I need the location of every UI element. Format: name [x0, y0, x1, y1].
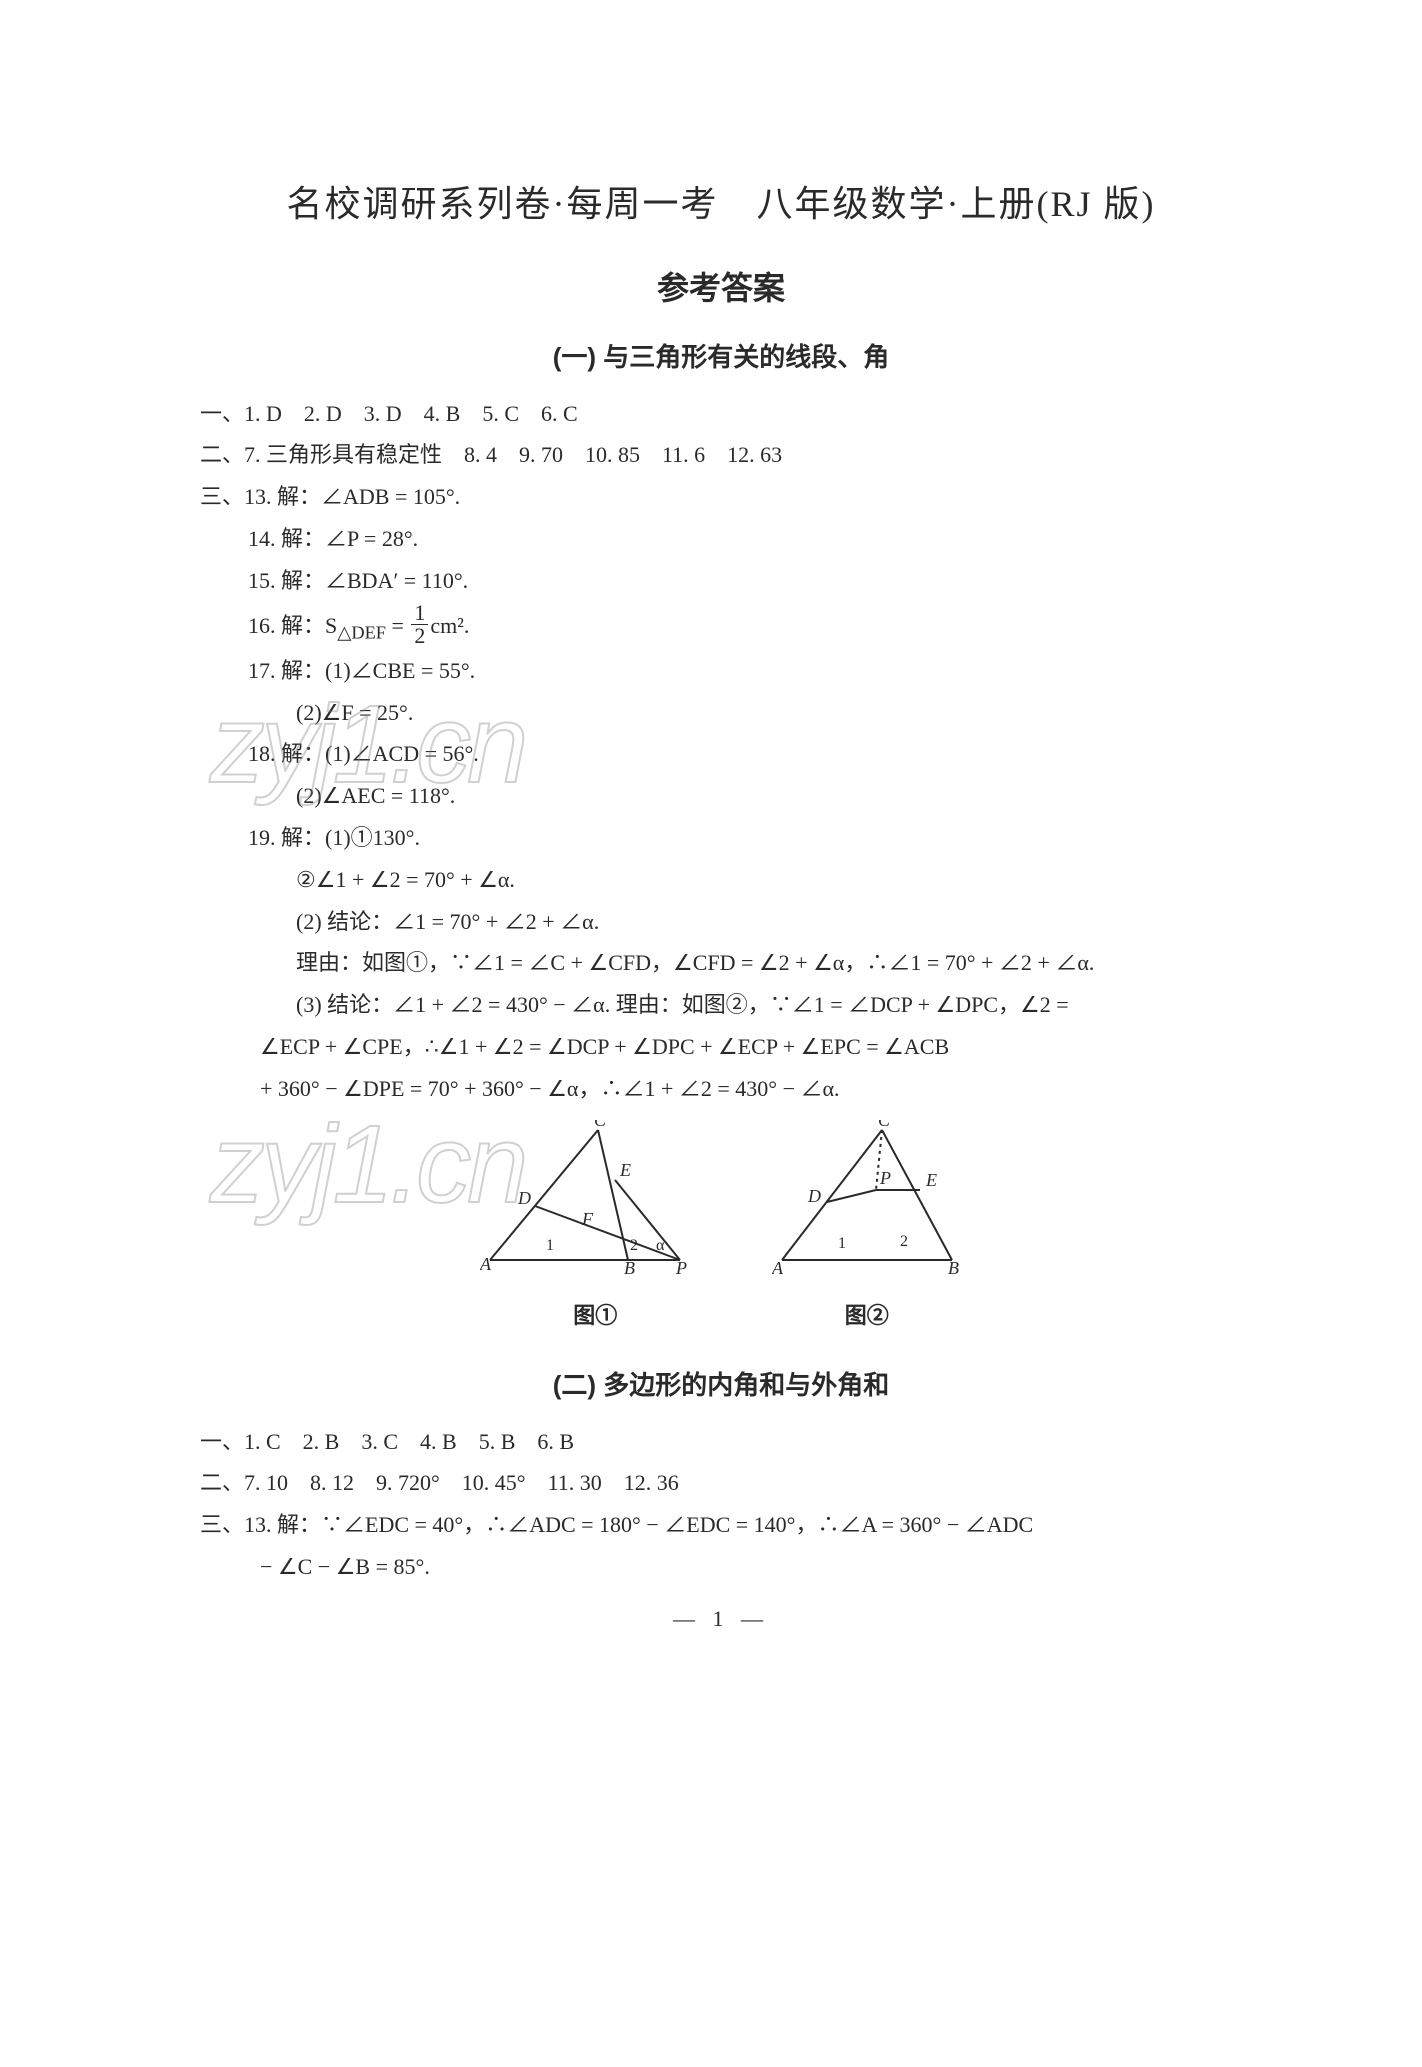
svg-text:E: E — [619, 1160, 631, 1180]
q17b: (2)∠F = 25°. — [200, 692, 1242, 734]
diagram-1-caption: 图① — [480, 1295, 710, 1337]
q19a: 19. 解：(1)①130°. — [200, 817, 1242, 859]
q17a: 17. 解：(1)∠CBE = 55°. — [200, 650, 1242, 692]
s2-q13b: − ∠C − ∠B = 85°. — [200, 1546, 1242, 1588]
q19g: + 360° − ∠DPE = 70° + 360° − ∠α，∴∠1 + ∠2… — [200, 1068, 1242, 1110]
page: zyj1.cn zyj1.cn 名校调研系列卷·每周一考 八年级数学·上册(RJ… — [0, 0, 1422, 1700]
svg-text:C: C — [594, 1120, 607, 1130]
svg-text:2: 2 — [630, 1237, 638, 1254]
s1-part1: 一、1. D 2. D 3. D 4. B 5. C 6. C — [200, 393, 1242, 435]
q19f: ∠ECP + ∠CPE，∴∠1 + ∠2 = ∠DCP + ∠DPC + ∠EC… — [200, 1026, 1242, 1068]
q18a: 18. 解：(1)∠ACD = 56°. — [200, 733, 1242, 775]
svg-text:P: P — [675, 1258, 687, 1278]
triangle-diagram-2: A B C D E P 1 2 — [772, 1120, 962, 1280]
diagram-1: A B C D E F P 1 2 α 图① — [480, 1120, 710, 1338]
diagram-2: A B C D E P 1 2 图② — [772, 1120, 962, 1338]
q16-prefix: 16. 解：S — [248, 613, 337, 638]
svg-text:C: C — [878, 1120, 891, 1130]
diagram-2-caption: 图② — [772, 1295, 962, 1337]
page-number: — 1 — — [200, 1598, 1242, 1640]
q18b: (2)∠AEC = 118°. — [200, 775, 1242, 817]
svg-text:F: F — [581, 1209, 594, 1229]
q19b: ②∠1 + ∠2 = 70° + ∠α. — [200, 859, 1242, 901]
q19e: (3) 结论：∠1 + ∠2 = 430° − ∠α. 理由：如图②，∵∠1 =… — [200, 984, 1242, 1026]
section-heading-1: (一) 与三角形有关的线段、角 — [200, 333, 1242, 382]
svg-text:D: D — [517, 1188, 531, 1208]
s2-part1: 一、1. C 2. B 3. C 4. B 5. B 6. B — [200, 1421, 1242, 1463]
q16: 16. 解：S△DEF = 12cm². — [200, 602, 1242, 650]
q14: 14. 解：∠P = 28°. — [200, 518, 1242, 560]
svg-text:B: B — [948, 1258, 959, 1278]
q19d: 理由：如图①，∵∠1 = ∠C + ∠CFD，∠CFD = ∠2 + ∠α，∴∠… — [200, 942, 1242, 984]
s2-q13a: 三、13. 解：∵∠EDC = 40°，∴∠ADC = 180° − ∠EDC … — [200, 1504, 1242, 1546]
svg-text:B: B — [624, 1258, 635, 1278]
q15: 15. 解：∠BDA′ = 110°. — [200, 560, 1242, 602]
q16-unit: cm². — [430, 613, 469, 638]
svg-text:1: 1 — [838, 1235, 846, 1252]
s1-part2: 二、7. 三角形具有稳定性 8. 4 9. 70 10. 85 11. 6 12… — [200, 434, 1242, 476]
frac-den: 2 — [411, 625, 428, 647]
svg-text:A: A — [772, 1258, 784, 1278]
section-heading-2: (二) 多边形的内角和与外角和 — [200, 1361, 1242, 1410]
triangle-diagram-1: A B C D E F P 1 2 α — [480, 1120, 710, 1280]
frac-num: 1 — [411, 602, 428, 625]
s2-part2: 二、7. 10 8. 12 9. 720° 10. 45° 11. 30 12.… — [200, 1462, 1242, 1504]
q19c: (2) 结论：∠1 = 70° + ∠2 + ∠α. — [200, 901, 1242, 943]
svg-text:2: 2 — [900, 1233, 908, 1250]
q16-eq: = — [386, 613, 409, 638]
svg-text:α: α — [656, 1237, 665, 1254]
q13: 三、13. 解：∠ADB = 105°. — [200, 476, 1242, 518]
document-subtitle: 参考答案 — [200, 258, 1242, 319]
svg-text:D: D — [807, 1186, 821, 1206]
svg-text:P: P — [879, 1168, 891, 1188]
diagrams-row: A B C D E F P 1 2 α 图① A B C D E P 1 2 图② — [200, 1120, 1242, 1338]
svg-text:A: A — [480, 1254, 492, 1274]
svg-text:E: E — [925, 1170, 937, 1190]
q16-sub: △DEF — [337, 622, 386, 642]
document-title: 名校调研系列卷·每周一考 八年级数学·上册(RJ 版) — [200, 170, 1242, 238]
svg-text:1: 1 — [546, 1237, 554, 1254]
fraction: 12 — [411, 602, 428, 647]
